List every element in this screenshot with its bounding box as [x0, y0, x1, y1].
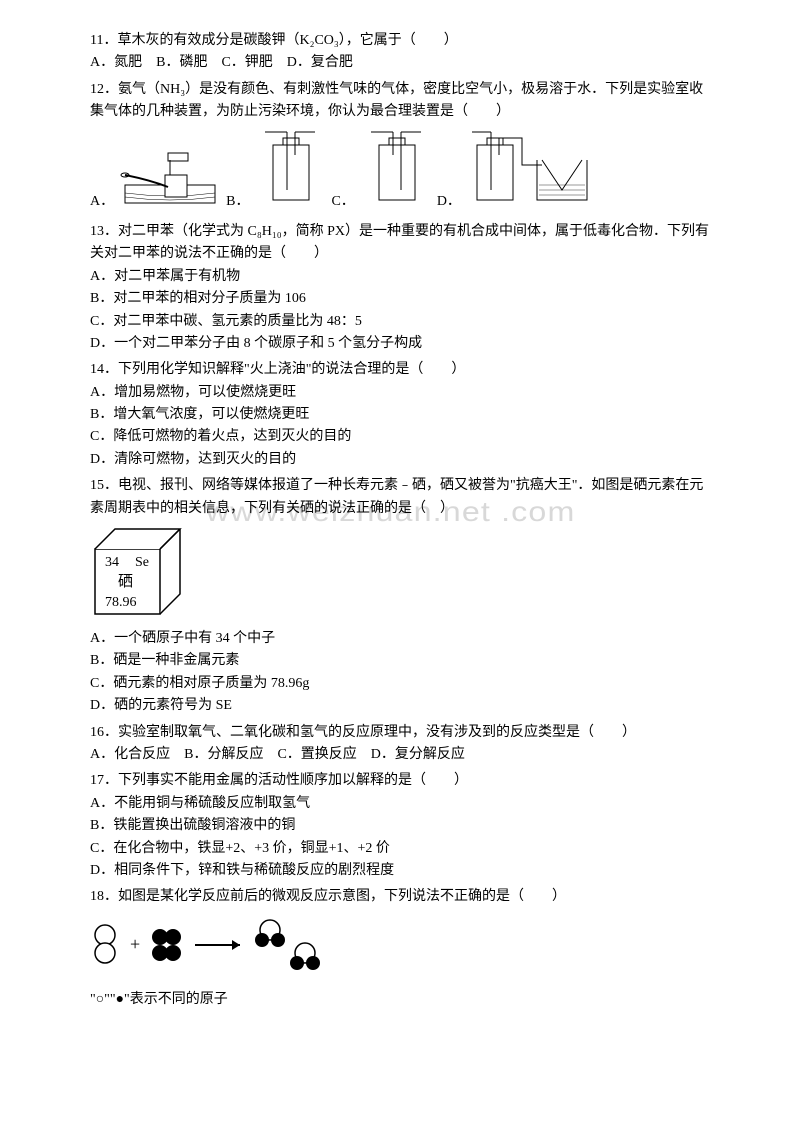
q12-label-d: D．: [437, 191, 461, 213]
apparatus-c-icon: [361, 130, 431, 213]
q17-text: 17．下列事实不能用金属的活动性顺序加以解释的是（ ）: [90, 770, 710, 792]
apparatus-a-icon: [120, 145, 220, 213]
q13-a: A．对二甲苯属于有机物: [90, 266, 710, 288]
question-14: 14．下列用化学知识解释"火上浇油"的说法合理的是（ ） A．增加易燃物，可以使…: [90, 359, 710, 471]
se-name: 硒: [118, 573, 133, 590]
q14-b: B．增大氧气浓度，可以使燃烧更旺: [90, 404, 710, 426]
q13-text: 13．对二甲苯（化学式为 C₈H₁₀，简称 PX）是一种重要的有机合成中间体，属…: [90, 221, 710, 266]
question-11: 11．草木灰的有效成分是碳酸钾（K₂CO₃），它属于（ ） A．氮肥 B．磷肥 …: [90, 30, 710, 75]
q12-label-b: B．: [226, 191, 249, 213]
se-mass: 78.96: [105, 595, 137, 610]
q16-text: 16．实验室制取氧气、二氧化碳和氢气的反应原理中，没有涉及到的反应类型是（ ）: [90, 722, 710, 744]
q12-label-c: C．: [331, 191, 354, 213]
selenium-element-box-icon: 34 Se 硒 78.96: [90, 524, 200, 624]
q13-b: B．对二甲苯的相对分子质量为 106: [90, 288, 710, 310]
q17-a: A．不能用铜与稀硫酸反应制取氢气: [90, 793, 710, 815]
q13-d: D．一个对二甲苯分子由 8 个碳原子和 5 个氢分子构成: [90, 333, 710, 355]
q12-figures: A． B．: [90, 130, 710, 213]
q11-options: A．氮肥 B．磷肥 C．钾肥 D．复合肥: [90, 52, 710, 74]
q14-text: 14．下列用化学知识解释"火上浇油"的说法合理的是（ ）: [90, 359, 710, 381]
q13-c: C．对二甲苯中碳、氢元素的质量比为 48：5: [90, 311, 710, 333]
question-18: 18．如图是某化学反应前后的微观反应示意图，下列说法不正确的是（ ） +: [90, 886, 710, 1011]
q14-c: C．降低可燃物的着火点，达到灭火的目的: [90, 426, 710, 448]
q17-d: D．相同条件下，锌和铁与稀硫酸反应的剧烈程度: [90, 860, 710, 882]
document-content: 11．草木灰的有效成分是碳酸钾（K₂CO₃），它属于（ ） A．氮肥 B．磷肥 …: [90, 30, 710, 1012]
question-13: 13．对二甲苯（化学式为 C₈H₁₀，简称 PX）是一种重要的有机合成中间体，属…: [90, 221, 710, 355]
question-17: 17．下列事实不能用金属的活动性顺序加以解释的是（ ） A．不能用铜与稀硫酸反应…: [90, 770, 710, 882]
se-sym: Se: [135, 555, 149, 570]
question-12: 12．氨气（NH₃）是没有颜色、有刺激性气味的气体，密度比空气小，极易溶于水．下…: [90, 79, 710, 213]
q15-d: D．硒的元素符号为 SE: [90, 695, 710, 717]
se-num: 34: [105, 555, 119, 570]
reaction-diagram-icon: +: [90, 915, 710, 983]
apparatus-d-icon: [467, 130, 597, 213]
q12-label-a: A．: [90, 191, 114, 213]
q18-note: "○""●"表示不同的原子: [90, 989, 710, 1011]
q15-c: C．硒元素的相对原子质量为 78.96g: [90, 673, 710, 695]
apparatus-b-icon: [255, 130, 325, 213]
q15-a: A．一个硒原子中有 34 个中子: [90, 628, 710, 650]
q14-d: D．清除可燃物，达到灭火的目的: [90, 449, 710, 471]
question-15: 15．电视、报刊、网络等媒体报道了一种长寿元素﹣硒，硒又被誉为"抗癌大王"．如图…: [90, 475, 710, 717]
q17-c: C．在化合物中，铁显+2、+3 价，铜显+1、+2 价: [90, 838, 710, 860]
q18-text: 18．如图是某化学反应前后的微观反应示意图，下列说法不正确的是（ ）: [90, 886, 710, 908]
q15-text: 15．电视、报刊、网络等媒体报道了一种长寿元素﹣硒，硒又被誉为"抗癌大王"．如图…: [90, 475, 710, 520]
question-16: 16．实验室制取氧气、二氧化碳和氢气的反应原理中，没有涉及到的反应类型是（ ） …: [90, 722, 710, 767]
q17-b: B．铁能置换出硫酸铜溶液中的铜: [90, 815, 710, 837]
q16-options: A．化合反应 B．分解反应 C．置换反应 D．复分解反应: [90, 744, 710, 766]
svg-text:+: +: [130, 934, 140, 954]
q12-text: 12．氨气（NH₃）是没有颜色、有刺激性气味的气体，密度比空气小，极易溶于水．下…: [90, 79, 710, 124]
q11-text: 11．草木灰的有效成分是碳酸钾（K₂CO₃），它属于（ ）: [90, 30, 710, 52]
q15-b: B．硒是一种非金属元素: [90, 650, 710, 672]
q14-a: A．增加易燃物，可以使燃烧更旺: [90, 382, 710, 404]
